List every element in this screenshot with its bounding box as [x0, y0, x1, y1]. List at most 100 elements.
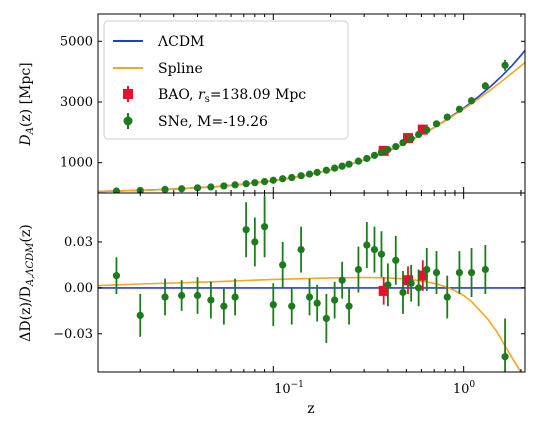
legend: ΛCDM Spline BAO, rs=138.09 Mpc SNe, M=-1…: [103, 20, 349, 140]
bottom-sne-point: [231, 293, 239, 301]
top-sne-point: [161, 185, 169, 193]
bottom-sne-point: [331, 296, 339, 304]
top-y-axis-label: DA(z) [Mpc]: [18, 62, 36, 146]
bottom-sne-point: [297, 246, 305, 254]
bottom-y-ticks: −0.03 0.00 0.03: [53, 235, 525, 342]
bottom-sne-point: [415, 284, 423, 292]
top-sne-point: [370, 151, 379, 159]
top-sne-point: [363, 154, 371, 163]
top-sne-point: [178, 185, 186, 193]
top-marks: [112, 59, 509, 193]
top-sne-point: [345, 160, 353, 168]
bottom-sne-point: [207, 296, 215, 304]
top-sne-point: [207, 183, 215, 191]
top-sne-point: [481, 82, 489, 90]
bottom-sne-point: [313, 299, 321, 307]
top-sne-point: [242, 180, 250, 188]
top-sne-point: [467, 97, 476, 105]
top-sne-point: [193, 184, 202, 192]
x-axis-label: z: [307, 401, 314, 417]
bottom-sne-point: [377, 250, 386, 258]
top-sne-point: [297, 172, 305, 180]
bottom-sne-point: [501, 353, 509, 361]
bottom-sne-point: [322, 314, 330, 323]
top-sne-point: [338, 162, 346, 170]
bottom-sne-point: [399, 288, 407, 297]
bottom-y-axis-label: ΔD(z)/DA,ΛCDM(z): [18, 224, 36, 341]
top-sne-point: [432, 120, 441, 128]
bottom-sne-point: [251, 238, 259, 246]
bottom-sne-point: [384, 281, 392, 289]
bottom-sne-point: [269, 301, 277, 309]
bottom-sne-point: [363, 241, 371, 249]
top-bao-point: [417, 124, 428, 135]
bottom-bao-point: [402, 275, 413, 286]
bottom-sne-point: [220, 302, 228, 310]
bottom-sne-point: [370, 246, 379, 254]
legend-sne-label: SNe, M=-19.26: [158, 114, 268, 130]
bottom-axes-frame: [97, 192, 526, 373]
bottom-sne-point: [481, 265, 489, 274]
legend-bao-marker: [123, 89, 133, 99]
top-sne-point: [322, 166, 330, 174]
top-sne-point: [331, 164, 339, 172]
bottom-x-ticks: [139, 193, 522, 372]
bottom-sne-point: [392, 256, 400, 264]
bottom-sne-point: [345, 302, 353, 310]
top-sne-point: [269, 176, 277, 184]
top-sne-point: [279, 175, 287, 183]
bottom-sne-point: [136, 311, 144, 319]
bottom-marks: [112, 196, 509, 372]
top-sne-point: [354, 157, 363, 165]
top-y-ticks: 1000 3000 5000: [60, 34, 525, 171]
bottom-sne-point: [423, 265, 431, 274]
bottom-sne-point: [178, 291, 186, 300]
bottom-panel: −0.030.000.03 ΔD(z)/DA,ΛCDM(z) 10−1 100 …: [18, 192, 526, 417]
top-sne-point: [231, 181, 239, 189]
bottom-sne-point: [193, 291, 202, 300]
bottom-lines: [98, 276, 525, 372]
bottom-y-tick-label: 0.03: [64, 235, 93, 250]
bottom-sne-point: [354, 265, 363, 274]
legend-bao-label: BAO, rs=138.09 Mpc: [158, 87, 306, 105]
top-sne-point: [392, 142, 400, 151]
x-tick-label-1: 100: [453, 380, 476, 397]
bottom-sne-point: [467, 268, 476, 277]
bottom-sne-point: [407, 279, 415, 287]
top-sne-point: [136, 186, 144, 193]
top-sne-point: [313, 168, 321, 176]
bottom-sne-point: [242, 226, 250, 234]
bottom-sne-point: [455, 268, 464, 277]
top-y-tick-label: 5000: [60, 34, 93, 49]
top-sne-point: [415, 130, 423, 139]
bottom-sne-point: [443, 293, 451, 301]
top-sne-point: [305, 170, 314, 178]
top-sne-point: [455, 105, 464, 113]
bottom-sne-point: [338, 276, 346, 284]
bottom-sne-point: [279, 261, 287, 269]
top-sne-point: [251, 179, 259, 187]
top-y-tick-label: 3000: [60, 95, 93, 110]
legend-sne-marker: [123, 116, 133, 126]
top-sne-point: [288, 173, 296, 182]
top-sne-point: [260, 178, 269, 186]
top-sne-point: [423, 126, 431, 134]
bottom-sne-point: [112, 272, 121, 280]
top-sne-point: [112, 187, 121, 193]
top-sne-point: [377, 148, 386, 156]
x-tick-label-0.1: 10−1: [274, 380, 304, 397]
top-panel: 1000 3000 5000 DA(z) [Mpc] ΛCDM Spline BAO…: [18, 13, 526, 194]
top-sne-point: [501, 61, 509, 69]
bottom-bao-point: [378, 285, 389, 296]
bottom-bao-point: [417, 270, 428, 281]
bottom-sne-point: [432, 268, 441, 277]
bottom-sne-point: [288, 302, 296, 310]
legend-lcdm-label: ΛCDM: [157, 34, 204, 50]
top-sne-point: [407, 135, 415, 143]
legend-box: [103, 20, 349, 140]
top-sne-point: [443, 113, 451, 121]
bottom-spline-line: [98, 276, 522, 372]
top-sne-point: [399, 139, 407, 147]
bottom-sne-point: [305, 293, 314, 301]
